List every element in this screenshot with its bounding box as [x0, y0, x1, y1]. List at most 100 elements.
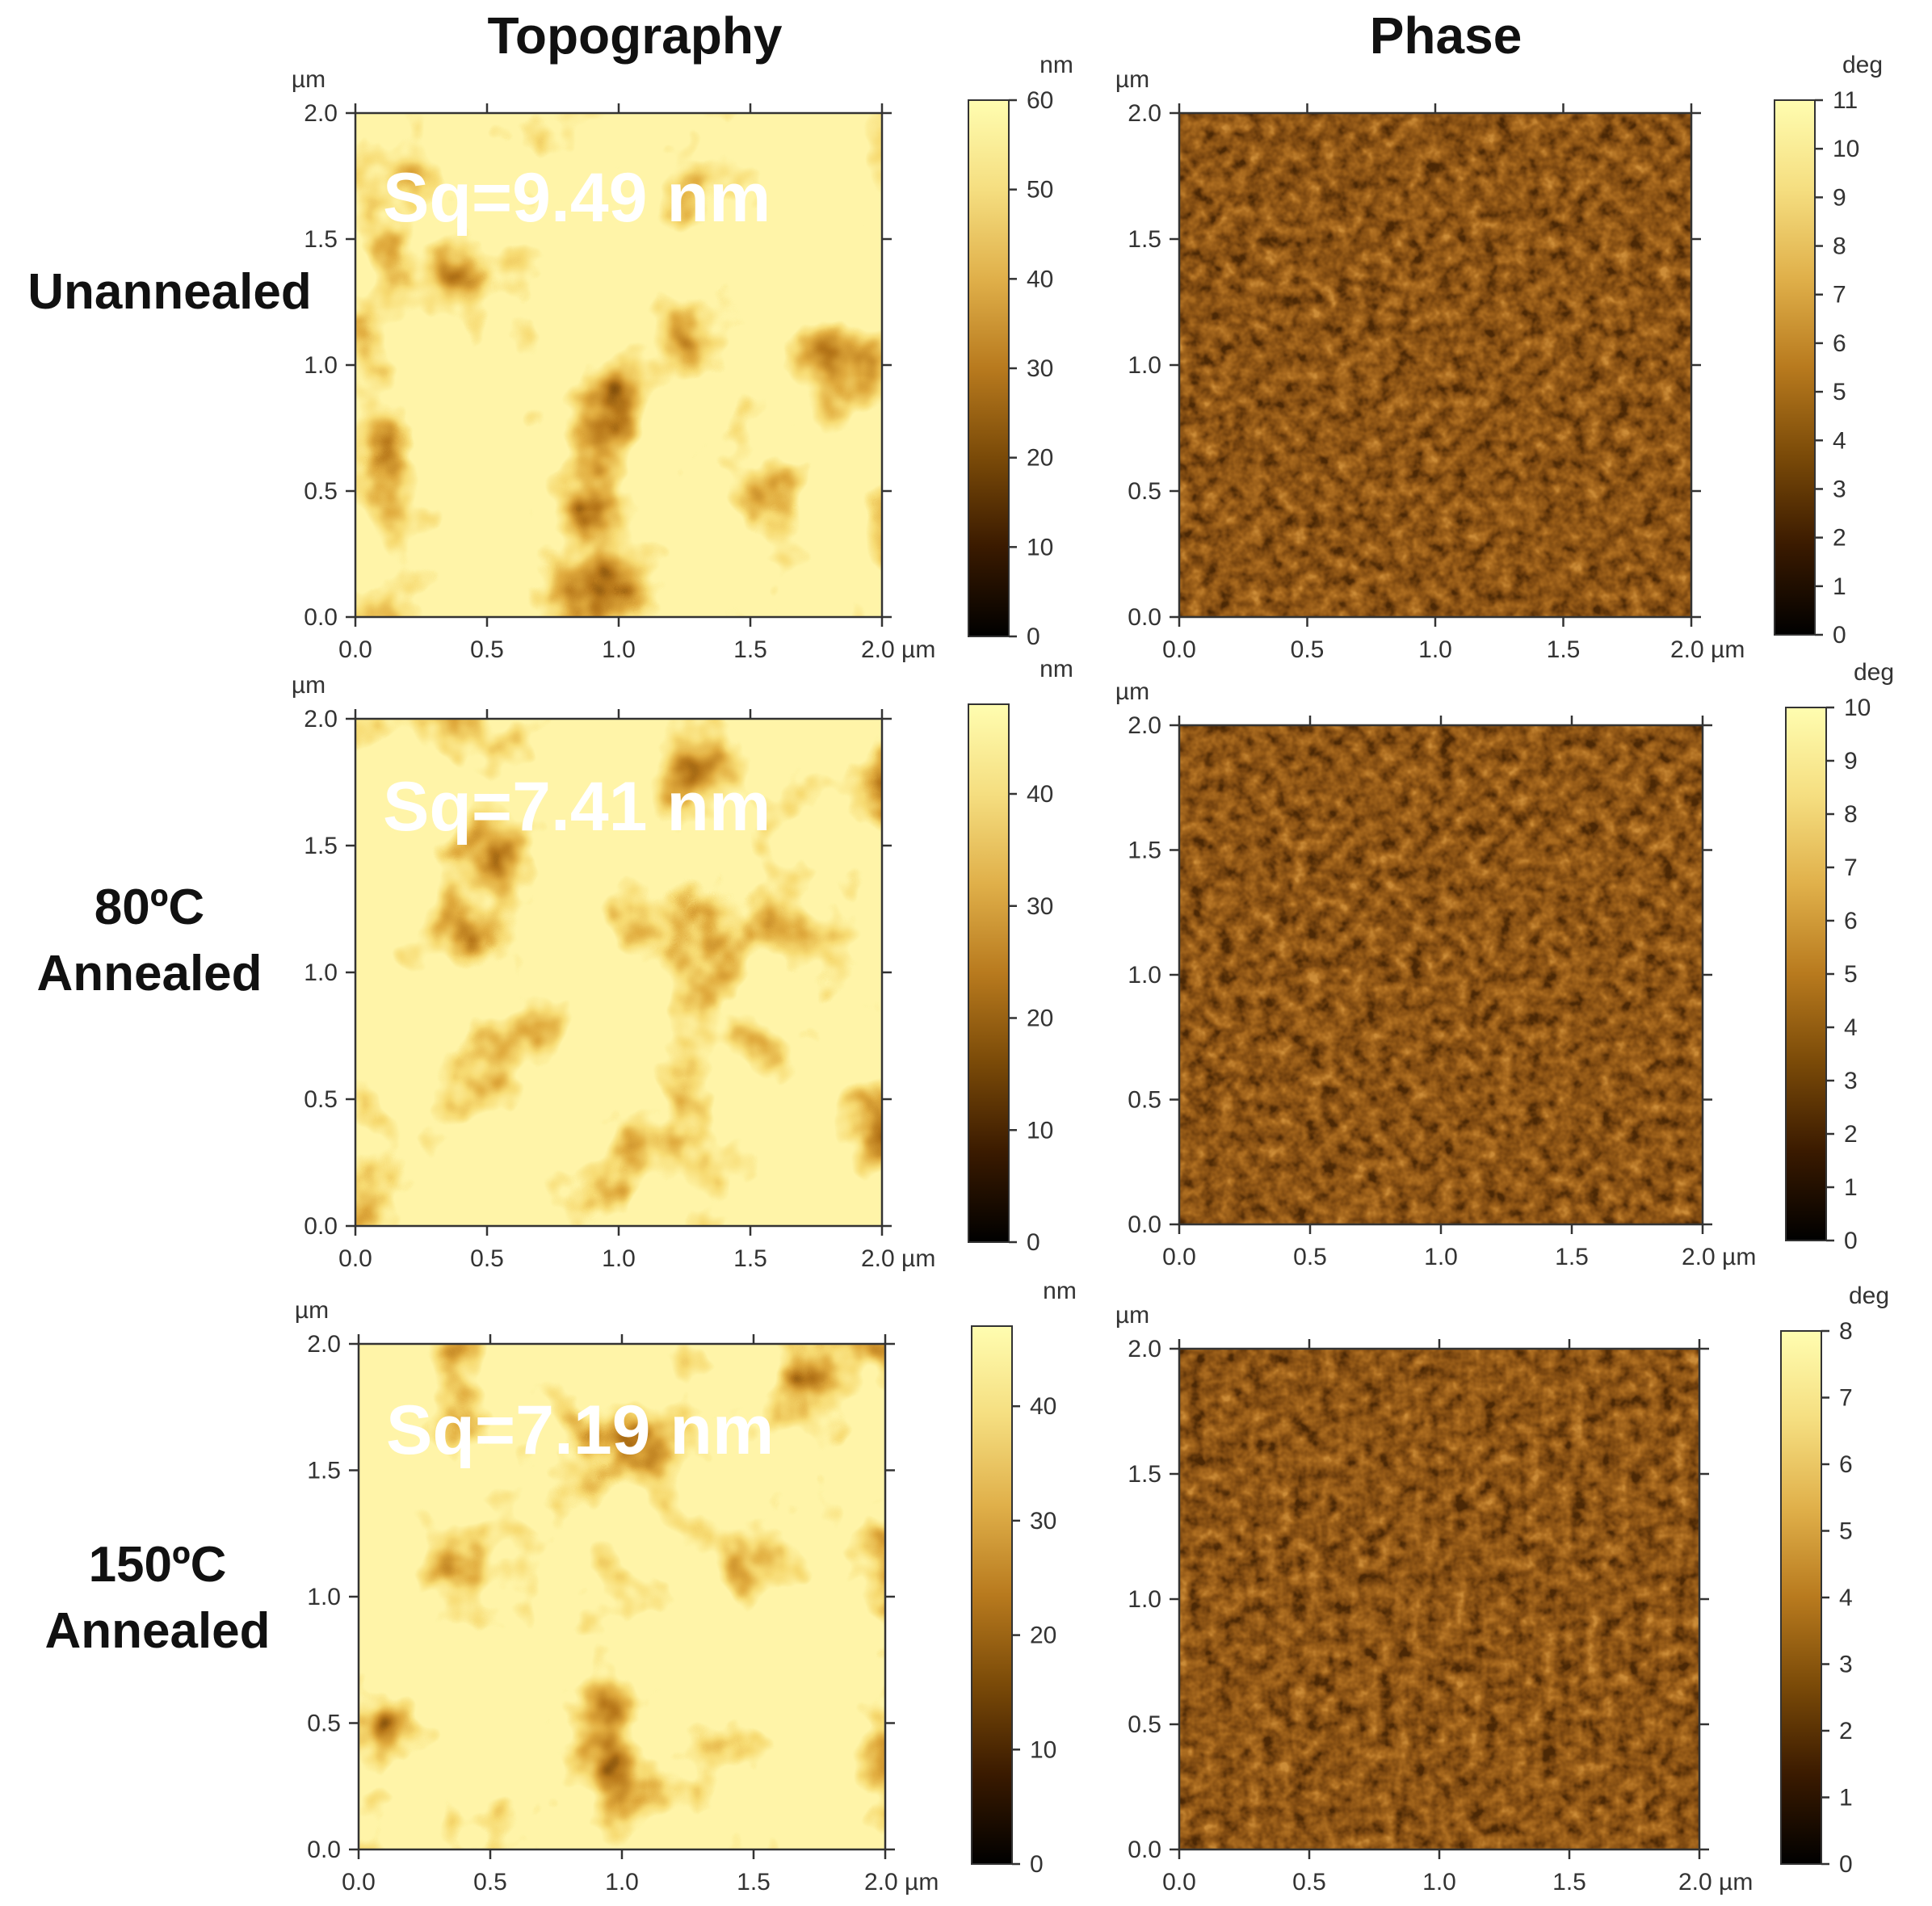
colorbar-tick-label: 1 [1833, 573, 1846, 600]
y-tick-label: 2.0 [307, 1331, 341, 1358]
colorbar-tick-label: 0 [1030, 1851, 1044, 1878]
x-tick-label: 0.5 [470, 636, 504, 663]
colorbar-scale [1780, 1330, 1822, 1865]
x-tick-label: 0.5 [1291, 636, 1325, 663]
y-tick-label: 0.5 [1128, 1711, 1161, 1738]
y-tick-label: 2.0 [1128, 100, 1161, 127]
y-tick-label: 2.0 [304, 100, 338, 127]
colorbar-tick-label: 0 [1839, 1851, 1853, 1878]
phase-colorbar: deg 0 1 2 3 4 5 6 7 8 [1780, 1283, 1889, 1878]
x-tick-label: 1.5 [1555, 1244, 1589, 1270]
x-tick-label: 2.0 µm [1670, 636, 1745, 663]
phase-panel: µm 0.00.0 0.5 0.5 1.0 1.0 1.5 1.5 2.0 µm 2.0 [1115, 678, 1756, 1270]
colorbar-scale [1774, 99, 1816, 636]
colorbar-tick-label: 5 [1833, 379, 1846, 405]
y-tick-label: 1.0 [304, 352, 338, 379]
y-axis-unit: µm [1115, 66, 1149, 93]
x-tick-label: 1.0 [602, 636, 636, 663]
y-tick-label: 2.0 [304, 706, 338, 733]
y-tick-label: 1.0 [1128, 962, 1161, 989]
y-tick-label: 1.0 [304, 959, 338, 986]
colorbar-tick-label: 10 [1030, 1736, 1056, 1763]
x-tick-label: 1.0 [1418, 636, 1452, 663]
y-tick-label: 1.5 [307, 1458, 341, 1484]
colorbar-tick-label: 1 [1844, 1174, 1858, 1201]
colorbar-tick-label: 2 [1844, 1121, 1858, 1148]
colorbar-tick-label: 4 [1844, 1014, 1858, 1041]
y-tick-label: 1.0 [307, 1584, 341, 1610]
colorbar-tick-label: 40 [1027, 266, 1053, 292]
row-3: 150ºCAnnealedµm0.00.00.50.51.01.01.51.52… [44, 1278, 1889, 1896]
x-tick-label: 1.0 [1424, 1244, 1458, 1270]
colorbar-tick-label: 10 [1844, 695, 1871, 721]
topography-colorbar: nm 0 10 20 30 40 50 60 [968, 52, 1073, 650]
colorbar-tick-label: 0 [1027, 623, 1040, 650]
x-tick-label: 1.5 [1552, 1869, 1586, 1896]
row-label: 150ºC [89, 1537, 227, 1593]
x-tick-label: 0.5 [1293, 1244, 1327, 1270]
colorbar-tick-label: 7 [1839, 1385, 1853, 1412]
colorbar-tick-label: 30 [1027, 355, 1053, 382]
colorbar-unit: nm [1043, 1278, 1077, 1304]
phase-panel: µm 0.00.0 0.5 0.5 1.0 1.0 1.5 1.5 2.0 µm 2.0 [1115, 1302, 1753, 1896]
x-tick-label: 2.0 µm [861, 636, 935, 663]
colorbar-scale [968, 703, 1010, 1243]
colorbar-tick-label: 3 [1839, 1652, 1853, 1678]
colorbar-tick-label: 30 [1030, 1508, 1056, 1534]
colorbar-tick-label: 40 [1027, 781, 1053, 808]
colorbar-tick-label: 9 [1844, 748, 1858, 775]
colorbar-tick-label: 3 [1833, 476, 1846, 502]
colorbar-unit: nm [1040, 656, 1073, 682]
colorbar-scale [1785, 707, 1827, 1241]
topography-image [355, 113, 882, 617]
row-label: Annealed [44, 1603, 270, 1659]
x-tick-label: 1.0 [602, 1245, 636, 1272]
colorbar-tick-label: 0 [1833, 622, 1846, 649]
y-tick-label: 1.5 [304, 226, 338, 253]
x-tick-label: 2.0 µm [864, 1869, 939, 1896]
colorbar-unit: deg [1854, 659, 1894, 686]
x-tick-label: 0.5 [470, 1245, 504, 1272]
x-tick-label: 2.0 µm [861, 1245, 935, 1272]
y-tick-label: 1.0 [1128, 352, 1161, 379]
x-tick-label: 0.0 [338, 1245, 372, 1272]
colorbar-unit: nm [1040, 52, 1073, 78]
colorbar-tick-label: 2 [1833, 525, 1846, 552]
x-tick-label: 0.5 [1292, 1869, 1326, 1896]
y-tick-label: 0.0 [1128, 1837, 1161, 1863]
colorbar-tick-label: 0 [1844, 1228, 1858, 1254]
column-title-topography: Topography [488, 6, 783, 65]
x-tick-label: 0.0 [338, 636, 372, 663]
y-tick-label: 0.0 [1128, 604, 1161, 631]
x-tick-label: 1.0 [605, 1869, 639, 1896]
colorbar-tick-label: 8 [1839, 1318, 1853, 1345]
colorbar-tick-label: 30 [1027, 893, 1053, 920]
x-tick-label: 1.5 [1547, 636, 1581, 663]
colorbar-tick-label: 3 [1844, 1068, 1858, 1094]
y-tick-label: 0.5 [304, 478, 338, 505]
x-tick-label: 0.0 [1162, 1869, 1196, 1896]
topography-colorbar: nm 0 10 20 30 40 [968, 656, 1073, 1256]
roughness-label: Sq=9.49 nm [383, 159, 771, 237]
y-tick-label: 0.5 [1128, 478, 1161, 505]
row-1: Unannealedµm0.00.00.50.51.01.01.51.52.0 … [27, 52, 1883, 663]
phase-image [1179, 1349, 1699, 1849]
colorbar-tick-label: 50 [1027, 177, 1053, 204]
colorbar-tick-label: 6 [1839, 1451, 1853, 1478]
column-title-phase: Phase [1370, 6, 1522, 65]
colorbar-unit: deg [1849, 1283, 1889, 1309]
x-tick-label: 0.5 [473, 1869, 507, 1896]
panels: Unannealedµm0.00.00.50.51.01.01.51.52.0 … [27, 52, 1894, 1896]
y-tick-label: 0.0 [304, 1213, 338, 1240]
x-tick-label: 1.5 [733, 636, 767, 663]
colorbar-scale [968, 99, 1010, 637]
x-tick-label: 2.0 µm [1682, 1244, 1756, 1270]
x-tick-label: 0.0 [342, 1869, 376, 1896]
colorbar-tick-label: 6 [1833, 330, 1846, 357]
colorbar-tick-label: 40 [1030, 1393, 1056, 1420]
topography-panel: µm 0.00.0 0.5 0.5 1.0 1.0 1.5 1.5 2.0 µm 2.0 [292, 66, 935, 663]
colorbar-tick-label: 10 [1027, 1117, 1053, 1144]
colorbar-unit: deg [1842, 52, 1883, 78]
colorbar-tick-label: 2 [1839, 1718, 1853, 1744]
